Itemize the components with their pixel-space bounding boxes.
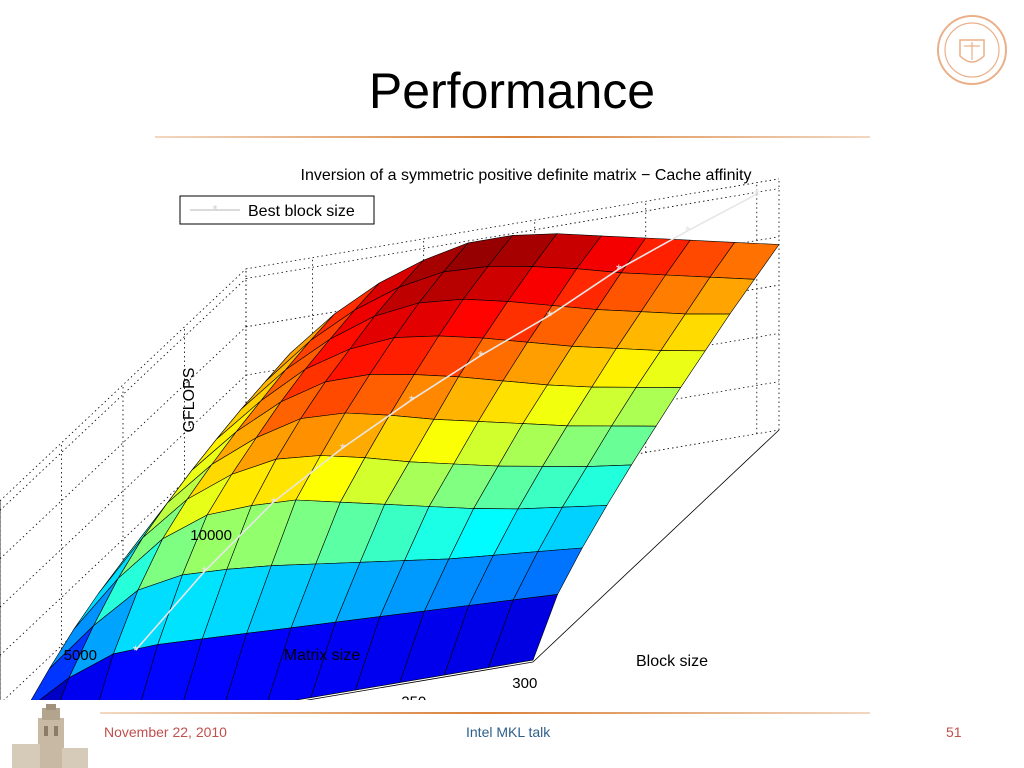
best-block-size-point: *	[271, 494, 277, 510]
best-block-size-series	[134, 193, 758, 651]
block-size-tick-label: 250	[401, 694, 426, 701]
chart-title: Inversion of a symmetric positive defini…	[301, 167, 752, 184]
legend-label: Best block size	[248, 203, 355, 220]
grid-line	[245, 178, 780, 270]
best-block-size-point: *	[409, 392, 415, 408]
university-seal-icon	[937, 15, 1007, 85]
footer-rule	[100, 712, 870, 714]
grid-line	[305, 661, 534, 700]
best-block-size-point: *	[754, 186, 760, 202]
surface-patch	[488, 594, 559, 668]
title-rule	[155, 136, 870, 138]
best-block-size-point: *	[547, 307, 553, 323]
matrix-size-tick-label: 5000	[64, 647, 97, 664]
block-size-axis-label: Block size	[636, 653, 708, 670]
block-size-tick-label: 300	[512, 675, 537, 692]
grid-line	[532, 429, 780, 663]
matrix-size-tick-label: 10000	[190, 527, 232, 544]
best-block-size-point: *	[202, 563, 208, 579]
best-block-size-point: *	[616, 261, 622, 277]
tower-logo-icon	[12, 704, 88, 768]
footer-talk-title: Intel MKL talk	[466, 724, 551, 740]
footer-date: November 22, 2010	[104, 724, 227, 740]
legend-marker: *	[212, 202, 217, 217]
grid-line	[245, 188, 780, 279]
matrix-size-axis-label: Matrix size	[284, 647, 361, 664]
gflops-axis-label: GFLOPS	[181, 368, 198, 433]
surface-chart: ********** 05010015020025005000100001001…	[0, 167, 780, 701]
best-block-size-point: *	[478, 348, 484, 364]
chart-legend: * Best block size	[179, 195, 375, 225]
best-block-size-point: *	[685, 223, 691, 239]
footer-page-number: 51	[946, 724, 962, 740]
best-block-size-point: *	[340, 440, 346, 456]
slide-title: Performance	[368, 63, 656, 119]
chart-labels: 0501001502002500500010000100150200250300…	[64, 368, 708, 701]
best-block-size-line: * * * * * * * * * *	[133, 186, 760, 658]
chart-surface	[30, 233, 780, 700]
best-block-size-point: *	[133, 642, 139, 658]
